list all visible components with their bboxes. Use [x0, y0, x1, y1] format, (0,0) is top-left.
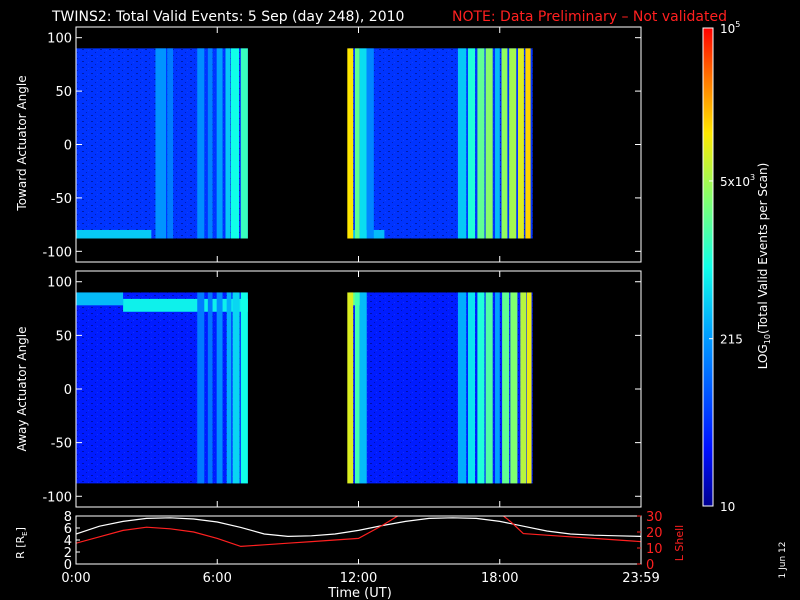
intensity-stripe-13 [467, 48, 476, 239]
time-tick-label-1: 6:00 [203, 571, 232, 586]
intensity-stripe-9 [457, 292, 467, 484]
intensity-stripe-3 [207, 48, 213, 239]
away-angle-panel: 100 50 0 -50 -100 [42, 270, 642, 508]
away-angle-axis-label: Away Actuator Angle [15, 326, 29, 451]
intensity-stripe-3 [226, 292, 232, 484]
intensity-stripe-12 [457, 48, 467, 239]
lshell-series-line [76, 516, 641, 548]
intensity-stripe-0 [197, 292, 205, 484]
intensity-stripe-5 [225, 48, 231, 239]
radius-series-line [76, 517, 641, 538]
y-tick-label-1: 50 [55, 85, 72, 100]
intensity-stripe-0 [155, 48, 167, 239]
time-tick-label-3: 18:00 [481, 571, 518, 586]
right-tick-label-0: 0 [646, 558, 654, 573]
intensity-stripe-8 [359, 292, 367, 484]
date-stamp: 1 Jun 12 [778, 542, 788, 579]
colorbar: 10 215 5x103 105 [702, 20, 755, 514]
intensity-stripe-1 [207, 292, 213, 484]
colorbar-tick-label-3: 105 [720, 20, 740, 36]
intensity-stripe-19 [517, 48, 524, 239]
plot-frame [75, 515, 642, 565]
intensity-stripe-15 [510, 292, 518, 484]
intensity-stripe-14 [477, 48, 485, 239]
intensity-stripe-7 [354, 292, 360, 484]
y-tick-label-4: -100 [42, 490, 72, 505]
intensity-stripe-16 [495, 48, 500, 239]
right-tick-label-2: 20 [646, 526, 663, 541]
right-tick-label-1: 10 [646, 542, 663, 557]
intensity-stripe-10 [467, 292, 476, 484]
colorbar-tick-label-2: 5x103 [720, 173, 755, 189]
intensity-stripe-6 [230, 48, 240, 239]
left-tick-label-1: 2 [64, 546, 72, 561]
toward-angle-panel: 100 50 0 -50 -100 [42, 26, 642, 263]
y-tick-label-3: -50 [51, 437, 72, 452]
y-tick-label-0: 100 [47, 32, 72, 47]
preliminary-note: NOTE: Data Preliminary – Not validated [452, 9, 727, 25]
y-tick-label-2: 0 [64, 383, 72, 398]
intensity-stripe-1 [167, 48, 174, 239]
intensity-stripe-4 [216, 48, 223, 239]
intensity-stripe-20 [525, 48, 531, 239]
intensity-stripe-8 [347, 48, 354, 239]
toward-angle-axis-label: Toward Actuator Angle [15, 75, 29, 211]
time-tick-label-4: 23:59 [622, 571, 659, 586]
intensity-stripe-4 [232, 292, 240, 484]
y-tick-label-4: -100 [42, 245, 72, 260]
colorbar-tick-label-0: 10 [720, 500, 735, 514]
intensity-stripe-7 [240, 48, 248, 239]
left-tick-label-2: 4 [64, 534, 72, 549]
intensity-stripe-17 [526, 292, 532, 484]
time-axis-label: Time (UT) [327, 586, 392, 600]
colorbar-label: LOG10(Total Valid Events per Scan) [756, 163, 772, 370]
intensity-stripe-5 [240, 292, 248, 484]
y-tick-label-2: 0 [64, 139, 72, 154]
intensity-stripe-2 [197, 48, 205, 239]
intensity-band-0 [76, 229, 152, 239]
intensity-stripe-11 [366, 48, 374, 239]
intensity-stripe-14 [502, 292, 510, 484]
lshell-axis-label: L Shell [673, 525, 686, 561]
intensity-stripe-11 [477, 292, 485, 484]
intensity-stripe-18 [509, 48, 517, 239]
intensity-stripe-13 [495, 292, 500, 484]
colorbar-gradient [703, 28, 713, 506]
y-tick-label-3: -50 [51, 192, 72, 207]
radius-axis-label: R [RE] [14, 527, 29, 559]
intensity-stripe-6 [347, 292, 354, 484]
intensity-stripe-12 [485, 292, 493, 484]
y-tick-label-0: 100 [47, 276, 72, 291]
time-tick-label-0: 0:00 [61, 571, 90, 586]
intensity-stripe-15 [485, 48, 493, 239]
left-tick-label-3: 6 [64, 522, 72, 537]
intensity-stripe-17 [501, 48, 508, 239]
colorbar-tick-label-1: 215 [720, 333, 743, 347]
intensity-stripe-2 [216, 292, 223, 484]
left-tick-label-0: 0 [64, 558, 72, 573]
intensity-stripe-16 [520, 292, 527, 484]
intensity-stripe-9 [354, 48, 360, 239]
colorbar-frame [702, 27, 714, 507]
intensity-band-0 [76, 292, 124, 306]
time-tick-label-2: 12:00 [340, 571, 377, 586]
figure-title: TWINS2: Total Valid Events: 5 Sep (day 2… [51, 9, 404, 25]
intensity-stripe-10 [359, 48, 367, 239]
right-tick-label-3: 30 [646, 510, 663, 525]
y-tick-label-1: 50 [55, 329, 72, 344]
left-tick-label-4: 8 [64, 510, 72, 525]
